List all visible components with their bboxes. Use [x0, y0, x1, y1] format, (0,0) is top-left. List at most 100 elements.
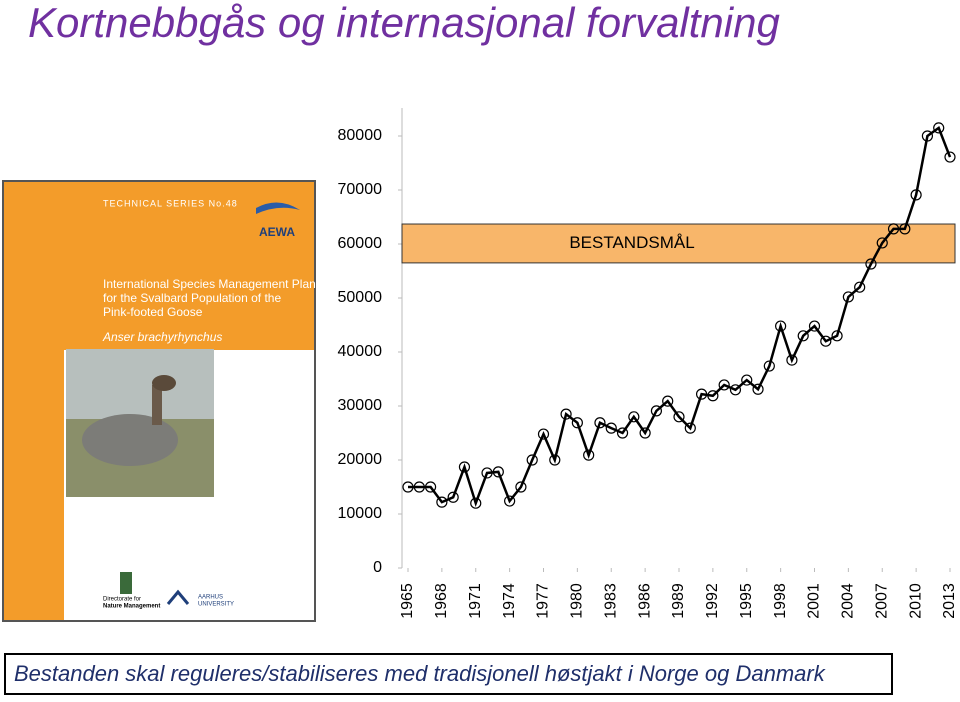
publisher: AARHUS [198, 595, 223, 601]
data-point [899, 223, 911, 235]
data-point [436, 496, 448, 508]
data-point [910, 189, 922, 201]
goose-body [82, 414, 178, 466]
data-point [413, 481, 425, 493]
slide-title: Kortnebbgås og internasjonal forvaltning [28, 0, 780, 46]
y-tick-label: 40000 [338, 343, 383, 360]
data-point [933, 122, 945, 134]
data-point [583, 449, 595, 461]
caption-box [4, 653, 893, 695]
data-point [775, 320, 787, 332]
data-point [458, 461, 471, 473]
data-point [571, 417, 583, 429]
cover-band [64, 182, 314, 350]
x-tick-label: 2001 [806, 583, 823, 619]
x-tick-label: 1977 [535, 583, 552, 619]
data-point [763, 360, 775, 372]
y-tick-label: 50000 [338, 289, 383, 306]
data-point [921, 130, 934, 142]
data-point [537, 428, 550, 440]
x-tick-label: 1965 [399, 583, 416, 619]
cover-logo: AEWA [259, 225, 295, 239]
data-point [944, 151, 956, 163]
au-logo [166, 589, 190, 605]
target-band [401, 223, 956, 264]
data-point [887, 223, 900, 235]
y-tick-label: 20000 [338, 451, 383, 468]
x-tick-label: 1989 [670, 583, 687, 619]
data-point [549, 454, 561, 466]
data-point [526, 454, 538, 466]
data-point [797, 330, 809, 342]
x-tick-label: 2010 [907, 583, 924, 619]
x-tick-label: 1980 [569, 583, 586, 619]
data-point [662, 395, 674, 407]
x-tick-label: 1983 [602, 583, 619, 619]
photo-sky [66, 349, 214, 419]
dn-logo [120, 572, 132, 594]
x-tick-label: 2004 [840, 583, 857, 619]
publisher: UNIVERSITY [198, 602, 234, 608]
data-point [560, 408, 572, 420]
target-label: BESTANDSMÅL [569, 233, 694, 252]
cover-series: TECHNICAL SERIES No.48 [103, 198, 238, 208]
data-point [481, 467, 493, 479]
goose-head [152, 375, 176, 391]
x-tick-label: 1968 [433, 583, 450, 619]
y-tick-label: 30000 [338, 397, 383, 414]
cover-species: Anser brachyrhynchus [102, 330, 222, 344]
publisher: Directorate for [103, 597, 141, 603]
data-point [865, 258, 877, 270]
cover-heading: International Species Management Plan [103, 277, 316, 291]
data-point [673, 411, 685, 423]
data-point [515, 481, 527, 493]
data-point [786, 354, 798, 366]
data-point [718, 379, 730, 391]
data-point [808, 320, 821, 332]
publisher: Nature Management [103, 604, 160, 610]
data-point [639, 427, 651, 439]
aewa-icon [256, 202, 300, 214]
y-tick-label: 10000 [338, 505, 383, 522]
y-tick-label: 60000 [338, 235, 383, 252]
data-point [684, 422, 696, 434]
data-point [650, 405, 663, 417]
goose-neck [152, 385, 162, 425]
x-tick-label: 1974 [501, 583, 518, 619]
data-point [695, 388, 708, 400]
data-point [831, 330, 843, 342]
data-point [854, 281, 866, 293]
population-line [408, 125, 952, 508]
cover-heading: for the Svalbard Population of the [103, 291, 281, 305]
cover-heading: Pink-footed Goose [103, 305, 203, 319]
data-point [492, 466, 504, 478]
data-point [729, 384, 742, 396]
data-point [842, 291, 854, 303]
data-point [447, 491, 459, 503]
x-tick-label: 1971 [467, 583, 484, 619]
report-cover: TECHNICAL SERIES No.48 AEWA Internationa… [2, 180, 316, 622]
data-point [707, 390, 719, 402]
x-tick-label: 1992 [704, 583, 721, 619]
data-point [876, 237, 888, 249]
x-tick-label: 1986 [636, 583, 653, 619]
y-tick-label: 0 [373, 559, 382, 576]
data-point [424, 481, 437, 493]
y-tick-label: 70000 [338, 181, 383, 198]
x-tick-label: 2007 [873, 583, 890, 619]
y-tick-label: 80000 [338, 127, 383, 144]
data-point [616, 427, 629, 439]
data-point [628, 411, 640, 423]
data-point [605, 422, 617, 434]
data-point [402, 481, 414, 493]
data-point [820, 335, 832, 347]
data-point [470, 497, 482, 509]
data-point [752, 383, 764, 395]
x-tick-label: 1998 [772, 583, 789, 619]
data-point [741, 374, 753, 386]
x-tick-label: 2013 [941, 583, 958, 619]
data-point [504, 495, 516, 507]
cover-strip [4, 182, 64, 620]
